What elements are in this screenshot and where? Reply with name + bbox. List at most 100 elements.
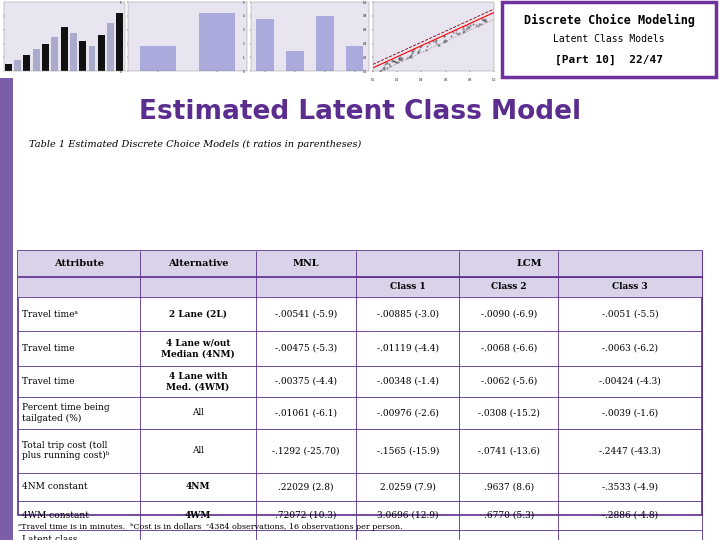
Point: [430, 36, 441, 44]
Point: [475, 20, 487, 29]
Text: All: All: [192, 446, 204, 455]
Text: .72072 (10.3): .72072 (10.3): [275, 511, 337, 520]
Text: -.3533 (-4.9): -.3533 (-4.9): [602, 482, 658, 491]
Point: [382, 64, 393, 72]
Point: [427, 37, 438, 45]
Text: Travel timeᵃ: Travel timeᵃ: [22, 310, 78, 319]
Point: [378, 63, 390, 71]
Text: -.0062 (-5.6): -.0062 (-5.6): [480, 377, 537, 386]
Text: -.01061 (-6.1): -.01061 (-6.1): [275, 408, 337, 417]
Text: -.0068 (-6.6): -.0068 (-6.6): [480, 344, 537, 353]
Point: [393, 53, 405, 62]
Text: -.1565 (-15.9): -.1565 (-15.9): [377, 446, 439, 455]
Text: Latent Class Models: Latent Class Models: [553, 35, 665, 44]
Text: 4NM constant: 4NM constant: [22, 482, 88, 491]
Point: [477, 16, 488, 25]
Point: [408, 46, 419, 55]
Text: ᵃTravel time is in minutes.  ᵇCost is in dollars  ᶜ4384 observations, 16 observa: ᵃTravel time is in minutes. ᵇCost is in …: [18, 523, 402, 531]
Bar: [79, 41, 86, 71]
Text: -.0039 (-1.6): -.0039 (-1.6): [602, 408, 658, 417]
Point: [423, 39, 434, 48]
Point: [414, 43, 426, 52]
Point: [479, 15, 490, 23]
Point: [402, 52, 414, 61]
Point: [389, 56, 400, 65]
Point: [395, 55, 407, 64]
Text: Total trip cost (toll
plus running cost)ᵇ: Total trip cost (toll plus running cost)…: [22, 441, 109, 461]
Point: [395, 53, 406, 62]
Text: Travel time: Travel time: [22, 344, 75, 353]
Bar: [5, 64, 12, 71]
Text: All: All: [192, 408, 204, 417]
Point: [453, 29, 464, 38]
Text: -.0063 (-6.2): -.0063 (-6.2): [602, 344, 658, 353]
Point: [464, 21, 475, 30]
Text: 4WM constant: 4WM constant: [22, 511, 89, 520]
Point: [471, 21, 482, 29]
Point: [462, 22, 473, 30]
Text: -.01119 (-4.4): -.01119 (-4.4): [377, 344, 439, 353]
Text: [Part 10]  22/47: [Part 10] 22/47: [555, 55, 663, 65]
Bar: [51, 37, 58, 71]
Point: [377, 64, 389, 72]
Point: [383, 59, 395, 68]
Point: [459, 27, 470, 36]
Text: -.00885 (-3.0): -.00885 (-3.0): [377, 310, 439, 319]
Text: -.00375 (-4.4): -.00375 (-4.4): [275, 377, 337, 386]
Point: [378, 65, 390, 73]
Text: -.0051 (-5.5): -.0051 (-5.5): [602, 310, 658, 319]
Text: 4 Lane w/out
Median (4NM): 4 Lane w/out Median (4NM): [161, 339, 235, 358]
Point: [477, 15, 488, 23]
Point: [450, 29, 462, 38]
Bar: [98, 35, 105, 71]
Bar: [0, 78, 13, 540]
Point: [374, 66, 385, 75]
Text: Attribute: Attribute: [54, 259, 104, 268]
Point: [474, 19, 485, 28]
Point: [413, 46, 425, 55]
Bar: [140, 46, 176, 71]
Point: [432, 40, 444, 49]
Text: Alternative: Alternative: [168, 259, 228, 268]
Point: [412, 48, 423, 57]
Bar: [316, 16, 333, 71]
Text: -.00541 (-5.9): -.00541 (-5.9): [275, 310, 337, 319]
Point: [397, 53, 408, 62]
Text: -.0308 (-15.2): -.0308 (-15.2): [478, 408, 539, 417]
Point: [438, 37, 450, 46]
Text: Class 3: Class 3: [612, 282, 648, 292]
Bar: [199, 13, 235, 71]
Text: -.00976 (-2.6): -.00976 (-2.6): [377, 408, 438, 417]
Text: Travel time: Travel time: [22, 377, 75, 386]
Text: -.00424 (-4.3): -.00424 (-4.3): [599, 377, 661, 386]
Text: -.2886 (-4.8): -.2886 (-4.8): [602, 511, 658, 520]
Point: [395, 56, 406, 65]
Point: [404, 52, 415, 60]
Point: [440, 37, 451, 45]
Point: [384, 62, 395, 70]
Text: Estimated Latent Class Model: Estimated Latent Class Model: [139, 99, 581, 125]
Text: Percent time being
tailgated (%): Percent time being tailgated (%): [22, 403, 110, 423]
Point: [420, 46, 432, 55]
Text: Table 1 Estimated Discrete Choice Models (t ratios in parentheses): Table 1 Estimated Discrete Choice Models…: [29, 140, 361, 150]
Bar: [32, 49, 40, 71]
Text: -.0741 (-13.6): -.0741 (-13.6): [478, 446, 539, 455]
Text: .9637 (8.6): .9637 (8.6): [484, 482, 534, 491]
Point: [380, 58, 392, 66]
Text: 2 Lane (2L): 2 Lane (2L): [169, 310, 227, 319]
Point: [421, 42, 433, 51]
Point: [478, 15, 490, 24]
Text: .6770 (5.3): .6770 (5.3): [484, 511, 534, 520]
Point: [438, 31, 450, 40]
Text: 4 Lane with
Med. (4WM): 4 Lane with Med. (4WM): [166, 372, 230, 391]
Text: 2.0259 (7.9): 2.0259 (7.9): [380, 482, 436, 491]
Bar: [107, 23, 114, 71]
Bar: [287, 51, 304, 71]
Text: LCM: LCM: [516, 259, 542, 268]
Text: MNL: MNL: [293, 259, 319, 268]
Text: Class 2: Class 2: [491, 282, 526, 292]
Point: [467, 20, 479, 29]
Point: [413, 48, 424, 57]
Point: [405, 51, 417, 59]
Bar: [18, 251, 702, 276]
